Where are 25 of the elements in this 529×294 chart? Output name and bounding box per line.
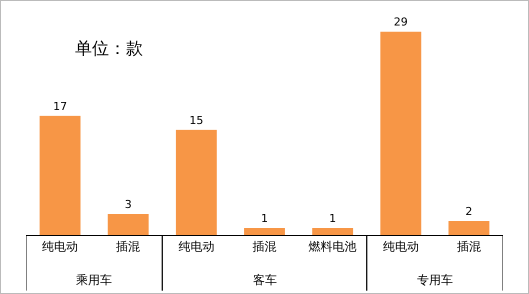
text: 单位：款 bbox=[74, 38, 143, 59]
data-label: 15 bbox=[189, 114, 204, 127]
bar bbox=[448, 220, 490, 235]
text: 乘用车 bbox=[76, 273, 112, 287]
bar bbox=[312, 228, 354, 235]
data-label: 3 bbox=[124, 198, 132, 211]
data-label: 29 bbox=[394, 16, 408, 29]
x-tick-label: 纯电动 bbox=[178, 239, 214, 254]
bar bbox=[108, 214, 149, 235]
x-tick-label: 纯电动 bbox=[382, 239, 419, 254]
data-label: 2 bbox=[465, 204, 472, 218]
bar bbox=[176, 130, 217, 235]
x-tick-label: 纯电动 bbox=[42, 239, 78, 254]
data-label: 1 bbox=[261, 212, 268, 225]
text: 客车 bbox=[253, 273, 277, 287]
data-label: 1 bbox=[329, 212, 336, 225]
bar bbox=[244, 228, 285, 235]
bar bbox=[40, 116, 81, 235]
bar bbox=[380, 32, 422, 235]
x-tick-label: 燃料电池 bbox=[308, 239, 357, 254]
data-label: 17 bbox=[53, 100, 68, 113]
text: 专用车 bbox=[417, 273, 453, 287]
x-tick-label: 插混 bbox=[456, 239, 481, 254]
x-tick-label: 插混 bbox=[116, 239, 140, 254]
x-tick-label: 插混 bbox=[252, 239, 276, 254]
